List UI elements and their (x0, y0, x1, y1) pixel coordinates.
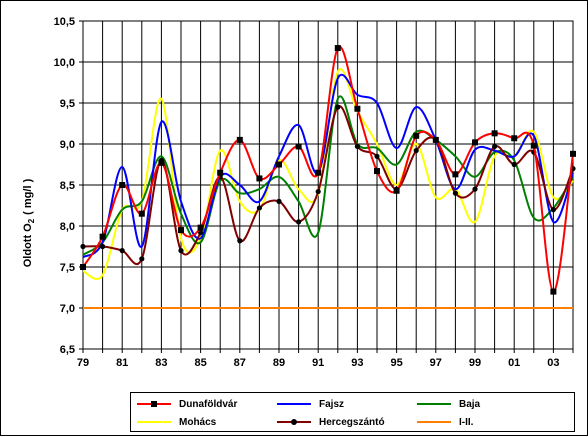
series-4-point (119, 248, 125, 254)
x-tick-label: 01 (508, 357, 520, 369)
series-0-point (550, 288, 557, 295)
legend-item: Dunaföldvár (137, 396, 237, 412)
x-tick-label: 03 (547, 357, 559, 369)
series-0-point (315, 169, 322, 176)
series-4-point (492, 143, 498, 150)
y-tick-label: 8,5 (60, 180, 75, 192)
series-4-point (335, 104, 341, 110)
x-tick-label: 83 (155, 357, 167, 369)
y-axis-title-unit: ( mg/l ) (22, 178, 34, 214)
y-axis-title-main: Oldott O (22, 223, 34, 267)
y-tick-label: 9,5 (60, 98, 75, 110)
series-0-point (295, 143, 302, 150)
series-4-point (472, 186, 478, 192)
legend-label: Hercegszántó (319, 416, 385, 428)
series-4-point (374, 153, 380, 159)
series-0-point (99, 233, 106, 240)
x-tick-label: 93 (351, 357, 363, 369)
legend-item: Mohács (137, 414, 216, 430)
series-0-point (511, 135, 518, 142)
legend-label: Dunaföldvár (179, 398, 238, 410)
series-0-point (354, 105, 361, 112)
series-0-point (178, 227, 184, 234)
series-0-point (276, 161, 282, 168)
legend-label: Mohács (179, 416, 217, 428)
series-0-point (393, 187, 400, 194)
series-0-point (256, 175, 263, 182)
series-4-point (237, 238, 243, 244)
y-tick-label: 6,5 (60, 344, 75, 356)
label-layer: 6,5 7,0 7,5 8,0 8,5 9,0 9,5 10,0 10,5 79 81 83 85 87 8… (54, 16, 560, 369)
series-0-point (374, 168, 380, 175)
legend-item: I-II. (417, 414, 473, 430)
series-4-point (452, 190, 458, 196)
series-0-point (413, 132, 420, 139)
series-4-point (296, 219, 302, 225)
grid-layer (82, 20, 574, 350)
series-4-point (511, 161, 517, 168)
y-tick-label: 10,0 (54, 57, 75, 69)
series-4-point (276, 198, 282, 204)
series-0-point (432, 136, 439, 143)
series-0-point (472, 139, 478, 146)
legend: Dunaföldvár Fajsz Baja Mohács Hercegszántó I-… (130, 392, 575, 432)
series-4-point (550, 207, 557, 213)
legend-item: Baja (417, 396, 480, 412)
x-tick-label: 97 (430, 357, 442, 369)
series-0-point (570, 150, 576, 157)
series-0-point (334, 45, 341, 52)
x-tick-label: 81 (116, 357, 128, 369)
series-0-point (197, 224, 204, 231)
y-axis-title-subscript: 2 (27, 218, 36, 223)
series-4-point (354, 143, 360, 150)
series-0-point (491, 130, 498, 137)
x-tick-label: 87 (234, 357, 246, 369)
legend-label: I-II. (459, 416, 474, 428)
x-tick-label: 91 (312, 357, 324, 369)
series-0-point (530, 142, 537, 149)
legend-item: Hercegszántó (277, 414, 385, 430)
legend-swatch (417, 399, 451, 409)
series-4-point (139, 256, 145, 262)
legend-label: Baja (459, 398, 481, 410)
series-4-point (198, 229, 204, 236)
legend-swatch (137, 399, 171, 409)
series-0-point (158, 159, 165, 166)
series-2-line (82, 95, 574, 256)
series-0-point (236, 136, 243, 143)
y-tick-label: 7,0 (60, 303, 75, 315)
series-0-point (217, 169, 224, 176)
series-0-point (80, 264, 86, 270)
x-tick-label: 79 (77, 357, 89, 369)
x-tick-label: 99 (469, 357, 481, 369)
series-0-point (452, 171, 459, 178)
series-0-point (138, 210, 145, 217)
legend-swatch (277, 399, 311, 409)
x-tick-label: 95 (390, 357, 402, 369)
legend-label: Fajsz (319, 398, 345, 410)
y-axis-title: Oldott O2 ( mg/l ) (22, 178, 36, 267)
series-layer (80, 45, 576, 309)
y-tick-label: 8,0 (60, 221, 75, 233)
series-4-point (315, 188, 321, 195)
legend-item: Fajsz (277, 396, 344, 412)
x-tick-label: 89 (273, 357, 285, 369)
y-tick-label: 9,0 (60, 139, 75, 151)
y-tick-label: 7,5 (60, 262, 75, 274)
legend-swatch (137, 417, 171, 427)
series-0-line (82, 45, 574, 293)
x-tick-label: 85 (194, 357, 206, 369)
series-0-point (119, 182, 126, 188)
series-4-point (80, 243, 86, 250)
y-tick-label: 10,5 (54, 16, 75, 28)
legend-swatch (417, 417, 451, 427)
series-4-point (100, 243, 106, 250)
legend-swatch (277, 417, 311, 427)
series-4-point (178, 248, 184, 254)
series-4-point (413, 147, 419, 154)
series-4-point (256, 205, 262, 211)
